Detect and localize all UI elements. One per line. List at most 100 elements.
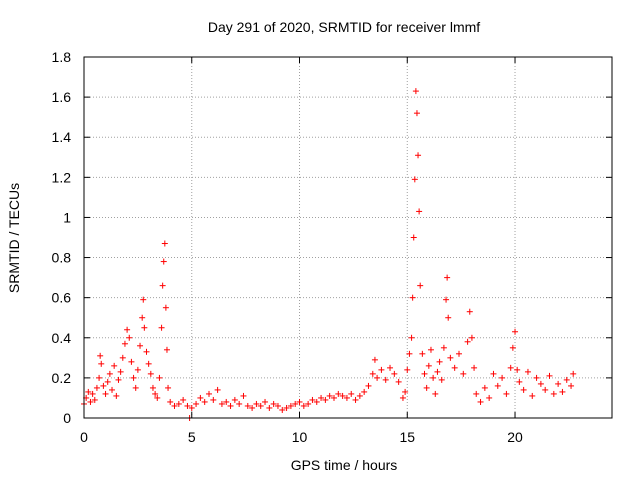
data-point <box>503 390 510 397</box>
data-point <box>117 368 124 375</box>
data-point <box>102 390 109 397</box>
data-point <box>369 370 376 377</box>
axis-layer: 0 0.2 0.4 0.6 0.8 1 1.2 1.4 1.6 1.8 0 5 10 15 20 <box>52 49 612 445</box>
data-point <box>550 390 557 397</box>
data-point <box>533 374 540 381</box>
data-point <box>468 334 475 341</box>
data-point <box>444 274 451 281</box>
data-point <box>197 394 204 401</box>
data-point <box>149 384 156 391</box>
data-point <box>231 396 238 403</box>
data-point <box>152 390 159 397</box>
data-point <box>279 406 286 413</box>
data-point <box>443 296 450 303</box>
data-point <box>427 346 434 353</box>
data-point <box>180 396 187 403</box>
y-axis-label: SRMTID / TECUs <box>6 183 22 293</box>
data-point <box>559 388 566 395</box>
data-point <box>193 400 200 407</box>
grid-layer <box>84 57 612 418</box>
data-point <box>145 360 152 367</box>
data-point <box>236 400 243 407</box>
data-point <box>188 404 195 411</box>
data-point <box>514 366 521 373</box>
data-point <box>494 382 501 389</box>
data-point <box>413 110 420 117</box>
data-point <box>111 362 118 369</box>
data-point <box>137 342 144 349</box>
data-point <box>512 328 519 335</box>
data-point <box>162 304 169 311</box>
data-point <box>434 368 441 375</box>
y-tick-label: 1.2 <box>52 169 72 185</box>
data-point <box>292 400 299 407</box>
data-point <box>516 378 523 385</box>
data-point <box>128 358 135 365</box>
data-point <box>408 334 415 341</box>
data-point <box>430 374 437 381</box>
y-tick-label: 1.8 <box>52 49 72 65</box>
y-tick-label: 0.8 <box>52 250 72 266</box>
data-point <box>415 152 422 159</box>
data-point <box>309 396 316 403</box>
data-point <box>356 392 363 399</box>
data-point <box>546 372 553 379</box>
data-point <box>244 402 251 409</box>
y-tick-label: 0.4 <box>52 330 72 346</box>
y-tick-label: 1 <box>63 209 71 225</box>
y-tick-label: 1.6 <box>52 89 72 105</box>
data-point <box>91 396 98 403</box>
data-point <box>499 374 506 381</box>
data-point <box>143 348 150 355</box>
data-point <box>432 390 439 397</box>
data-point <box>371 356 378 363</box>
data-point <box>89 390 96 397</box>
data-point <box>570 370 577 377</box>
data-point <box>507 364 514 371</box>
data-point <box>139 314 146 321</box>
data-point <box>409 294 416 301</box>
data-point <box>167 398 174 405</box>
data-point <box>330 394 337 401</box>
data-point <box>161 240 168 247</box>
data-point <box>283 404 290 411</box>
data-point <box>106 370 113 377</box>
data-point <box>205 390 212 397</box>
data-point <box>175 400 182 407</box>
data-point <box>421 370 428 377</box>
data-point <box>141 324 148 331</box>
data-point <box>460 370 467 377</box>
data-point <box>147 370 154 377</box>
data-point <box>423 384 430 391</box>
data-point <box>85 388 92 395</box>
data-point <box>274 402 281 409</box>
data-point <box>343 394 350 401</box>
data-point <box>417 282 424 289</box>
data-point <box>365 382 372 389</box>
data-point <box>481 384 488 391</box>
data-point <box>165 384 172 391</box>
data-point <box>270 400 277 407</box>
data-point <box>159 282 166 289</box>
x-tick-label: 15 <box>399 429 415 445</box>
data-point <box>113 392 120 399</box>
x-axis-label: GPS time / hours <box>291 457 398 473</box>
data-point <box>257 402 264 409</box>
data-point <box>115 376 122 383</box>
data-point <box>374 374 381 381</box>
data-point <box>201 398 208 405</box>
chart-title: Day 291 of 2020, SRMTID for receiver lmm… <box>208 19 480 35</box>
data-point <box>425 362 432 369</box>
data-point <box>477 398 484 405</box>
data-point <box>378 366 385 373</box>
data-point <box>352 396 359 403</box>
data-point <box>134 366 141 373</box>
y-tick-label: 1.4 <box>52 129 72 145</box>
data-point <box>104 378 111 385</box>
data-point <box>412 88 419 95</box>
data-point <box>240 392 247 399</box>
data-point <box>313 398 320 405</box>
x-tick-label: 20 <box>507 429 523 445</box>
data-point <box>158 324 165 331</box>
data-point <box>223 398 230 405</box>
